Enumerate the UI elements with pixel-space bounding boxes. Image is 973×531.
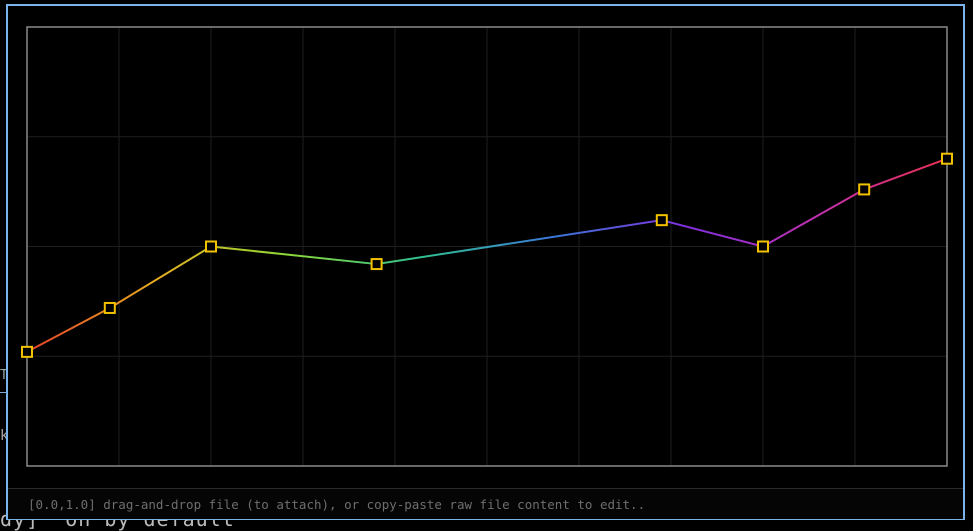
series-line — [26, 157, 948, 353]
background-divider — [0, 392, 6, 393]
plot-window[interactable]: [0.0,1.0] drag-and-drop file (to attach)… — [6, 4, 965, 520]
background-fragment: T — [0, 368, 8, 383]
line-chart[interactable] — [8, 6, 963, 488]
data-point-marker[interactable] — [655, 214, 668, 227]
data-point-marker[interactable] — [941, 152, 953, 165]
background-fragment: k — [0, 428, 9, 444]
series-line-group — [26, 157, 948, 353]
data-point-marker[interactable] — [205, 240, 217, 253]
status-text: [0.0,1.0] drag-and-drop file (to attach)… — [28, 497, 646, 512]
data-point-marker[interactable] — [370, 258, 383, 271]
data-point-marker[interactable] — [858, 183, 871, 196]
data-point-marker[interactable] — [103, 301, 116, 314]
plot-area-border — [26, 26, 948, 467]
status-bar: [0.0,1.0] drag-and-drop file (to attach)… — [8, 488, 963, 519]
data-point-marker[interactable] — [757, 240, 769, 253]
markers-group — [21, 152, 953, 358]
data-point-marker[interactable] — [21, 345, 33, 358]
